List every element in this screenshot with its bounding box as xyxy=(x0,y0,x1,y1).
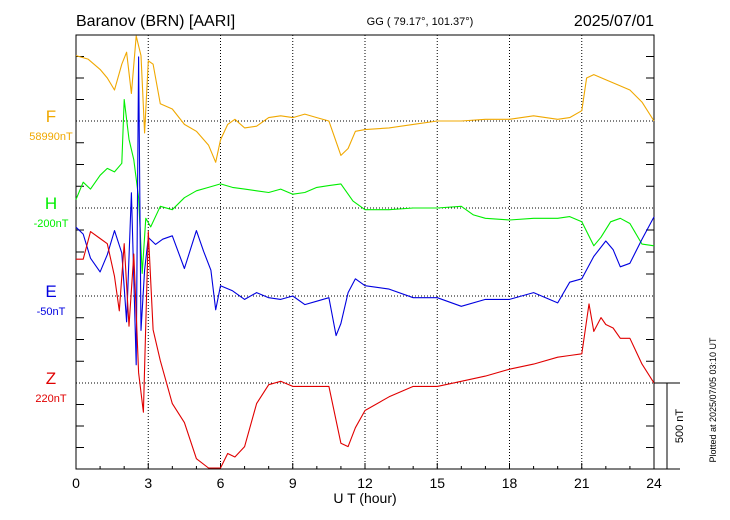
series-baseline-f: 58990nT xyxy=(29,131,73,143)
series-name-f: F xyxy=(46,107,56,126)
date-label: 2025/07/01 xyxy=(574,13,654,30)
series-line-f xyxy=(75,35,655,163)
x-tick-label: 0 xyxy=(72,475,80,491)
series-line-z xyxy=(76,231,655,469)
series-name-e: E xyxy=(45,282,56,301)
series-line-e xyxy=(75,56,655,366)
plot-grid xyxy=(76,35,654,469)
x-tick-label: 6 xyxy=(217,475,225,491)
series-baseline-z: 220nT xyxy=(35,393,66,405)
x-tick-label: 9 xyxy=(289,475,297,491)
x-tick-label: 15 xyxy=(429,475,445,491)
x-tick-label: 21 xyxy=(574,475,590,491)
series-name-h: H xyxy=(45,194,57,213)
x-tick-label: 3 xyxy=(144,475,152,491)
series-labels: F 58990nT H -200nT E -50nT Z 220nT xyxy=(29,107,73,405)
scale-bar: 500 nT xyxy=(654,382,686,470)
series-line-h xyxy=(75,99,655,274)
series-name-z: Z xyxy=(46,369,56,388)
coordinates-label: GG ( 79.17°, 101.37°) xyxy=(367,16,474,28)
x-axis: 0 3 6 9 12 15 18 21 24 xyxy=(72,463,662,491)
plotted-at-label: Plotted at 2025/07/05 03:10 UT xyxy=(708,337,718,463)
scale-bar-label: 500 nT xyxy=(674,409,686,444)
x-axis-label: U T (hour) xyxy=(333,490,396,506)
x-tick-label: 18 xyxy=(502,475,518,491)
series-baseline-h: -200nT xyxy=(34,218,69,230)
series-baseline-e: -50nT xyxy=(37,306,66,318)
x-tick-label: 24 xyxy=(646,475,662,491)
series-group xyxy=(75,35,655,469)
station-title: Baranov (BRN) [AARI] xyxy=(76,13,235,30)
x-tick-label: 12 xyxy=(357,475,373,491)
